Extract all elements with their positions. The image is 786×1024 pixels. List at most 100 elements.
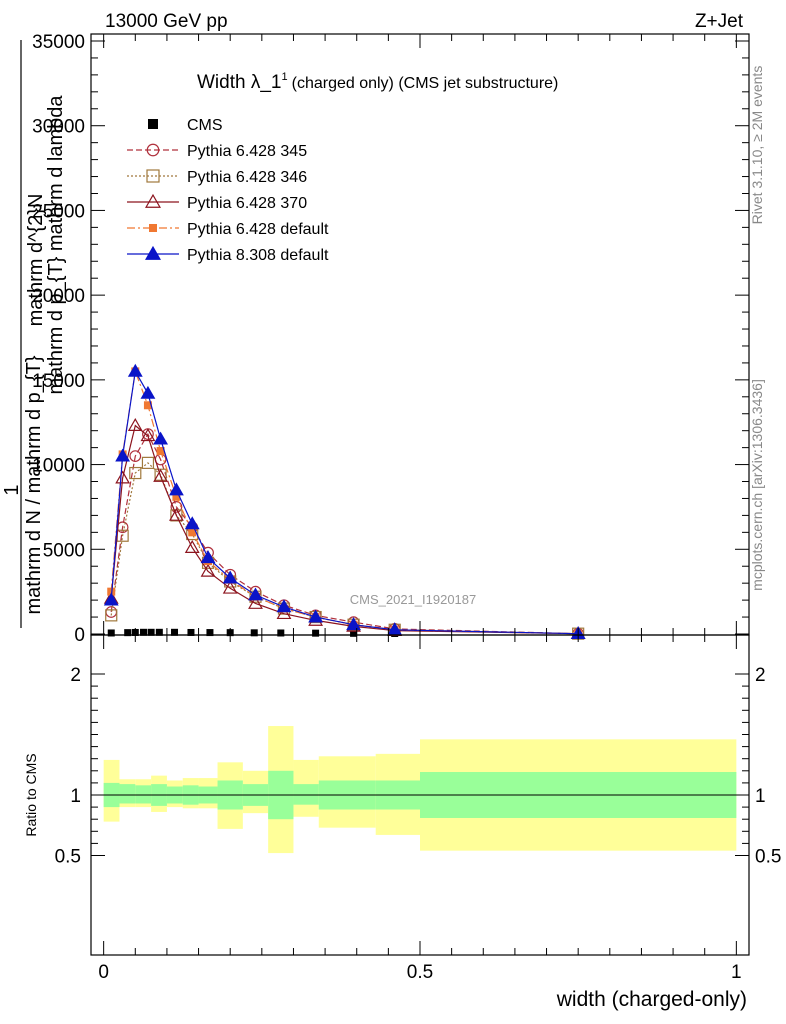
- data-point: [141, 456, 155, 469]
- data-point: [222, 580, 238, 594]
- data-point: [188, 528, 197, 537]
- series-line: [110, 369, 579, 635]
- legend-label: Pythia 8.308 default: [187, 247, 329, 264]
- analysis-watermark: CMS_2021_I1920187: [350, 592, 477, 607]
- legend-label: Pythia 6.428 346: [187, 169, 307, 186]
- data-point: [206, 629, 214, 637]
- x-axis-label: width (charged-only): [556, 988, 747, 1011]
- series-3: [103, 418, 586, 640]
- main-plot-panel: 0 5000 10000 15000 20000 25000 30000 35000 CMS P…: [32, 32, 750, 646]
- chart-title: Width λ_11 (charged only) (CMS jet substr…: [197, 71, 558, 93]
- x-tick-label: 0.5: [407, 962, 433, 983]
- legend-marker: [149, 224, 157, 232]
- data-point: [143, 401, 152, 410]
- data-point: [222, 570, 238, 584]
- data-point: [248, 587, 263, 601]
- data-point: [200, 563, 216, 577]
- data-point: [276, 599, 292, 613]
- data-point: [187, 628, 195, 636]
- x-tick-label: 1: [731, 962, 742, 983]
- legend-marker: [148, 119, 158, 129]
- data-point: [277, 629, 285, 637]
- data-point: [124, 629, 132, 637]
- main-y-axis-label: mathrm d^{2}N 1 mathrm d N / mathrm d p_…: [1, 40, 67, 628]
- title-rest: (charged only) (CMS jet substructure): [292, 75, 559, 92]
- data-point: [115, 448, 131, 462]
- mcplots-label: mcplots.cern.ch [arXiv:1306.3436]: [749, 379, 765, 591]
- ylabel-numerator: mathrm d^{2}N: [25, 194, 47, 327]
- series-line: [110, 369, 579, 635]
- data-point: [153, 468, 169, 482]
- data-point: [155, 628, 163, 636]
- ratio-tick-label-right: 2: [755, 665, 766, 686]
- rivet-label: Rivet 3.1.10, ≥ 2M events: [749, 66, 765, 225]
- data-point: [248, 595, 263, 609]
- header-left: 13000 GeV pp: [105, 11, 228, 32]
- data-point: [140, 385, 156, 399]
- series-2: [105, 456, 585, 640]
- ratio-plot-panel: 0.5 0.5 1 1 2 2 0 0.5 1: [55, 634, 781, 983]
- series-line: [110, 462, 579, 635]
- data-point: [153, 431, 169, 445]
- data-point: [115, 470, 131, 484]
- ratio-y-axis-label: Ratio to CMS: [23, 753, 39, 836]
- ratio-tick-label: 0.5: [55, 847, 81, 868]
- data-point: [308, 609, 324, 623]
- data-point: [140, 628, 148, 636]
- y-tick-label: 25000: [32, 201, 85, 222]
- data-point: [107, 629, 115, 637]
- ratio-green-band: [119, 784, 136, 804]
- data-point: [129, 450, 142, 462]
- data-point: [107, 587, 116, 596]
- data-point: [129, 466, 142, 480]
- legend-label: Pythia 6.428 345: [187, 143, 307, 160]
- header-right: Z+Jet: [695, 11, 744, 32]
- legend-label: CMS: [187, 117, 223, 134]
- ylabel-left: mathrm d N / mathrm d p_{T}: [23, 355, 45, 614]
- legend-label: Pythia 6.428 default: [187, 221, 329, 238]
- data-point: [171, 628, 179, 636]
- data-point: [147, 628, 155, 636]
- data-point: [127, 363, 143, 377]
- ratio-tick-label: 2: [70, 665, 81, 686]
- ratio-green-band: [293, 784, 319, 805]
- data-point: [350, 629, 358, 637]
- legend-marker: [146, 169, 160, 183]
- data-point: [184, 516, 200, 530]
- series-4: [107, 367, 583, 638]
- data-point: [200, 550, 216, 564]
- data-point: [127, 418, 143, 431]
- data-point: [312, 629, 320, 637]
- data-point: [168, 482, 184, 496]
- ratio-green-band: [135, 785, 152, 804]
- y-tick-label: 0: [74, 625, 85, 646]
- ylabel-one: 1: [1, 484, 23, 495]
- legend-marker: [145, 193, 161, 208]
- y-tick-label: 10000: [32, 456, 85, 477]
- data-point: [156, 447, 165, 456]
- legend-label: Pythia 6.428 370: [187, 195, 307, 212]
- legend-marker: [146, 143, 160, 157]
- ratio-tick-label-right: 0.5: [755, 847, 781, 868]
- data-point: [140, 428, 156, 442]
- ratio-tick-label: 1: [70, 786, 81, 807]
- data-point: [105, 609, 118, 622]
- data-point: [170, 501, 183, 513]
- title-sup: 1: [281, 71, 287, 83]
- y-tick-label: 20000: [32, 286, 85, 307]
- title-main: Width λ_1: [197, 72, 281, 93]
- x-tick-label: 0: [98, 962, 109, 983]
- ratio-tick-label-right: 1: [755, 786, 766, 807]
- ylabel-denominator: mathrm d p_{T} mathrm d lambda: [45, 95, 67, 395]
- legend: CMS Pythia 6.428 345 Pythia 6.428 346 Pythi…: [127, 117, 329, 264]
- legend-marker: [145, 245, 161, 260]
- series-1: [105, 428, 585, 640]
- data-point: [103, 592, 119, 606]
- y-tick-label: 5000: [43, 540, 85, 561]
- series-line: [110, 424, 579, 635]
- data-point: [276, 606, 292, 620]
- y-tick-label: 30000: [32, 117, 85, 138]
- y-tick-label: 35000: [32, 32, 85, 53]
- data-point: [172, 492, 181, 501]
